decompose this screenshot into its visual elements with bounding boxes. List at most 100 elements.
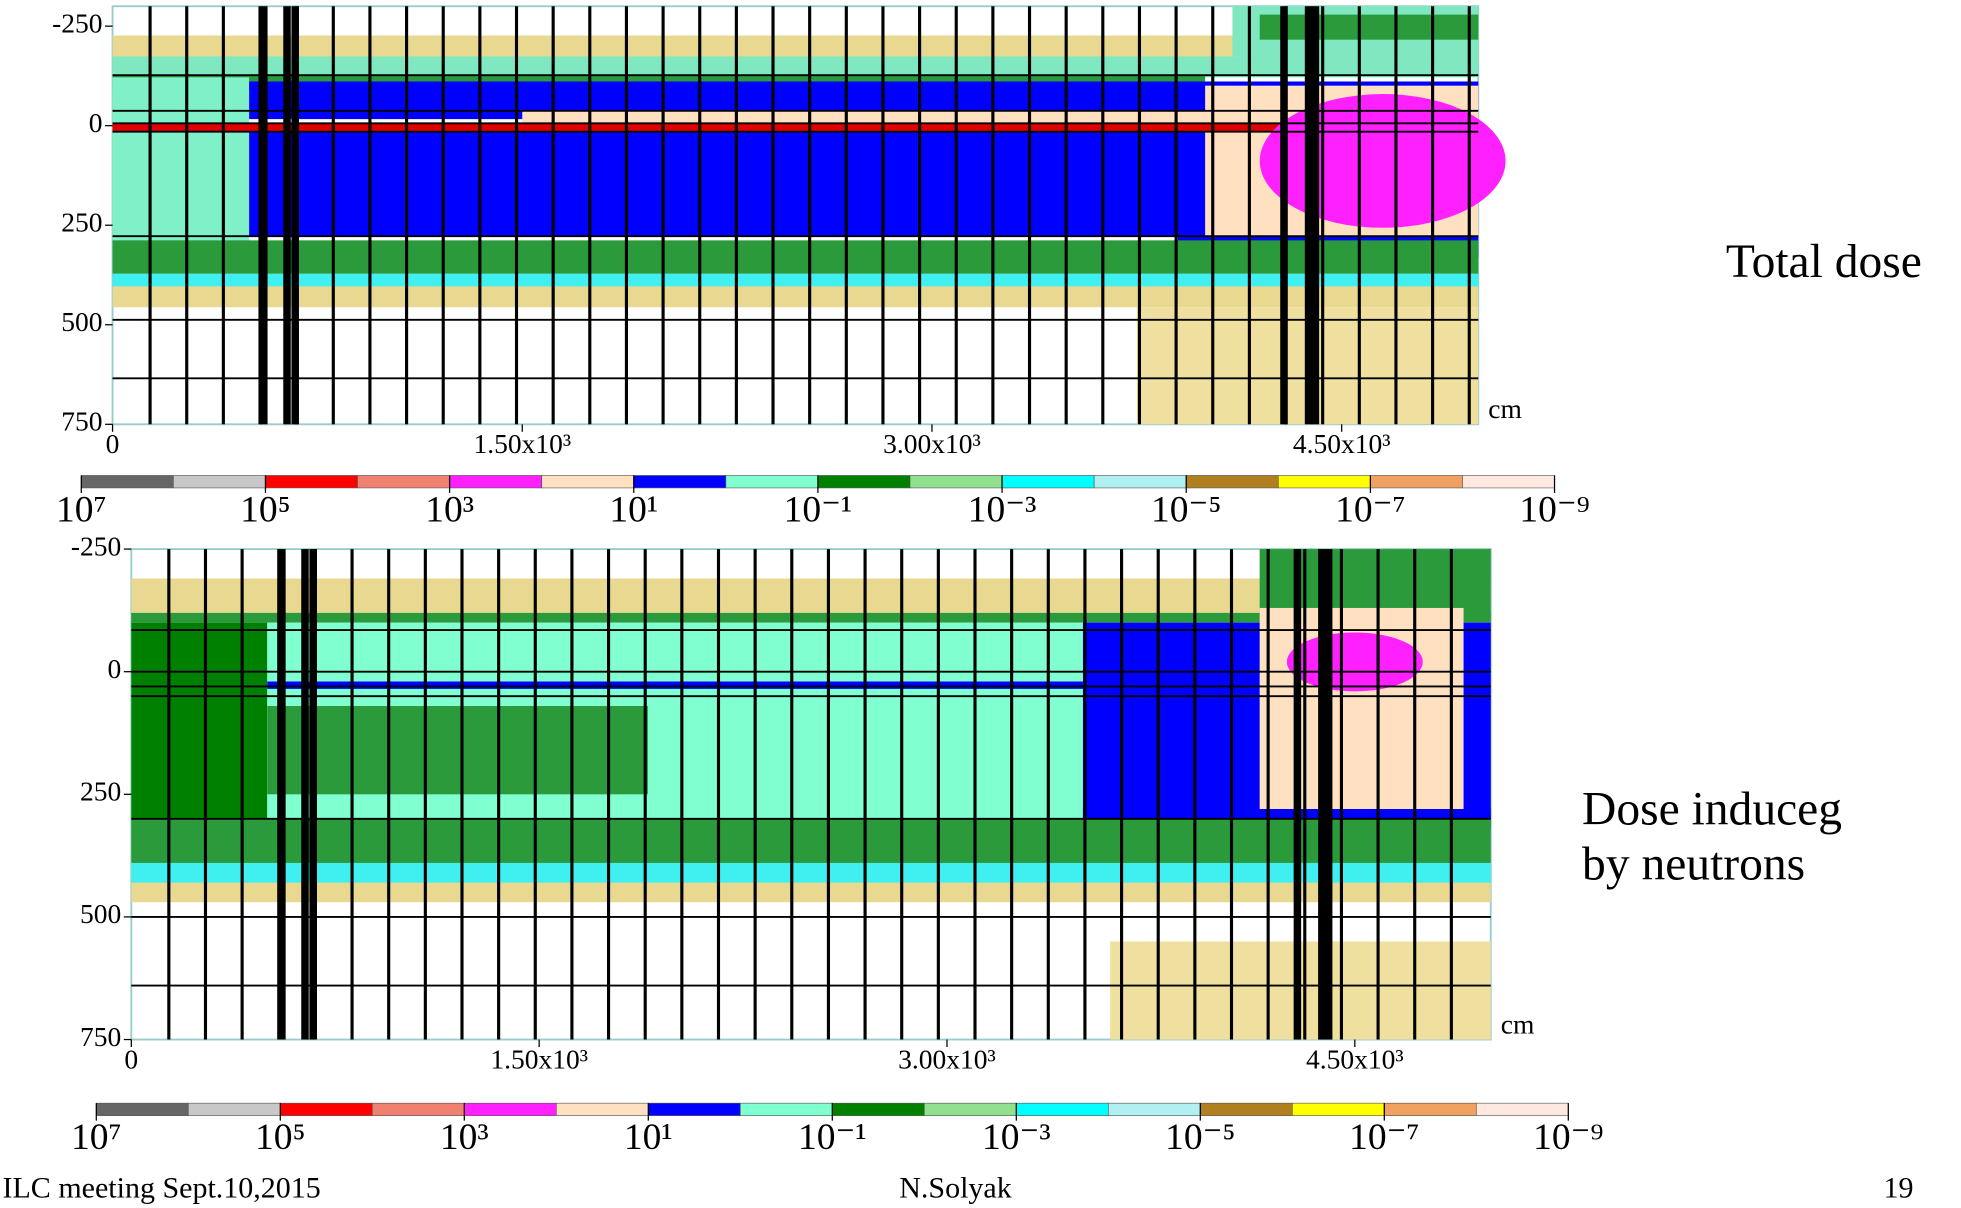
colorbar-swatch <box>555 1102 649 1116</box>
colorbar-swatch <box>1383 1102 1477 1116</box>
page-number: 19 <box>1883 1171 1913 1204</box>
y-tick-label: 250 <box>61 208 102 238</box>
structure-block <box>1293 549 1302 1040</box>
dose-region <box>112 240 1479 274</box>
colorbar-label: 10⁻¹ <box>784 490 853 531</box>
structure-block <box>1280 6 1288 425</box>
colorbar-label: 10⁻⁹ <box>1533 1117 1603 1158</box>
colorbar-swatch <box>647 1102 741 1116</box>
colorbar-swatch <box>1475 1102 1569 1116</box>
annotation-line: by neutrons <box>1582 838 1805 890</box>
x-tick-label: 0 <box>106 429 120 459</box>
dose-region <box>131 818 1491 863</box>
colorbar-swatch <box>1291 1102 1385 1116</box>
colorbar-swatch <box>265 475 358 489</box>
colorbar-swatch <box>541 475 635 489</box>
dose-region <box>131 882 1491 903</box>
structure-block <box>283 6 291 425</box>
colorbar-swatch <box>739 1102 833 1116</box>
dose-region <box>112 56 1479 78</box>
structure-block <box>1318 549 1326 1040</box>
dose-region <box>112 273 1479 291</box>
colorbar-swatch <box>831 1102 925 1116</box>
colorbar-label: 10⁻⁵ <box>1151 490 1221 531</box>
y-tick-label: 250 <box>80 777 121 807</box>
colorbar-swatch <box>449 475 542 489</box>
dose-region <box>267 706 648 795</box>
y-tick-label: -250 <box>52 8 102 38</box>
dose-region <box>267 681 1083 689</box>
colorbar-label: 10¹ <box>609 490 658 531</box>
colorbar-swatch <box>1001 475 1095 489</box>
dose-region <box>112 123 1479 132</box>
structure-block <box>1304 6 1313 425</box>
colorbar-swatch <box>1185 475 1279 489</box>
x-tick-label: 4.50x10³ <box>1293 429 1391 459</box>
colorbar-label: 10³ <box>425 490 474 531</box>
structure-block <box>260 6 268 425</box>
colorbar-label: 10⁻⁷ <box>1335 490 1405 531</box>
x-tick-label: 1.50x10³ <box>490 1044 588 1074</box>
colorbar-swatch <box>1015 1102 1109 1116</box>
colorbar-swatch <box>371 1102 465 1116</box>
x-axis-label: cm <box>1488 394 1522 424</box>
y-tick-label: 500 <box>80 899 121 929</box>
colorbar-swatch <box>1462 475 1555 489</box>
dose-region <box>112 77 250 249</box>
colorbar-label: 10⁻⁷ <box>1349 1117 1419 1158</box>
colorbar-label: 10⁷ <box>71 1117 122 1158</box>
dose-region <box>131 612 1491 623</box>
y-tick-label: 750 <box>61 407 102 437</box>
annotation-line: Total dose <box>1726 236 1922 288</box>
x-tick-label: 1.50x10³ <box>473 429 571 459</box>
structure-block <box>1311 6 1320 425</box>
y-tick-label: 750 <box>80 1022 121 1052</box>
y-tick-label: -250 <box>71 531 121 561</box>
annotation-line: Dose induceg <box>1582 784 1842 836</box>
colorbar-swatch <box>173 475 266 489</box>
colorbar-label: 10⁷ <box>56 490 107 531</box>
dose-region <box>131 622 268 819</box>
colorbar-swatch <box>1107 1102 1201 1116</box>
y-tick-label: 500 <box>61 307 102 337</box>
colorbar-swatch <box>95 1102 189 1116</box>
colorbar-label: 10⁵ <box>240 490 291 531</box>
colorbar-label: 10⁻⁹ <box>1519 490 1589 531</box>
structure-block <box>1324 549 1333 1040</box>
colorbar-label: 10⁻³ <box>968 490 1037 531</box>
colorbar-swatch <box>909 475 1003 489</box>
x-tick-label: 0 <box>124 1044 138 1074</box>
colorbar-swatch <box>1093 475 1187 489</box>
colorbar-swatch <box>633 475 727 489</box>
colorbar-label: 10⁵ <box>255 1117 306 1158</box>
structure-block <box>291 6 299 425</box>
structure-block <box>278 549 286 1040</box>
colorbar-swatch <box>80 475 174 489</box>
colorbar-label: 10⁻⁵ <box>1165 1117 1235 1158</box>
dose-region <box>1286 632 1423 692</box>
footer-center: N.Solyak <box>899 1171 1012 1204</box>
colorbar-swatch <box>357 475 450 489</box>
colorbar-swatch <box>1370 475 1463 489</box>
structure-block <box>309 549 317 1040</box>
colorbar-label: 10³ <box>440 1117 489 1158</box>
x-tick-label: 3.00x10³ <box>883 429 981 459</box>
annotation: Dose induceg by neutrons <box>1582 784 1842 891</box>
annotation: Total dose <box>1726 236 1922 288</box>
colorbar-label: 10¹ <box>624 1117 673 1158</box>
x-tick-label: 4.50x10³ <box>1306 1044 1404 1074</box>
dose-region <box>112 286 1479 308</box>
x-axis-label: cm <box>1501 1009 1535 1039</box>
colorbar-swatch <box>817 475 911 489</box>
colorbar-label: 10⁻³ <box>982 1117 1051 1158</box>
dose-region <box>1259 14 1479 40</box>
colorbar-label: 10⁻¹ <box>798 1117 867 1158</box>
colorbar-swatch <box>463 1102 557 1116</box>
colorbar-swatch <box>923 1102 1017 1116</box>
dose-region <box>249 131 1206 237</box>
y-tick-label: 0 <box>89 108 103 138</box>
colorbar-swatch <box>279 1102 373 1116</box>
y-tick-label: 0 <box>108 654 122 684</box>
x-tick-label: 3.00x10³ <box>898 1044 996 1074</box>
